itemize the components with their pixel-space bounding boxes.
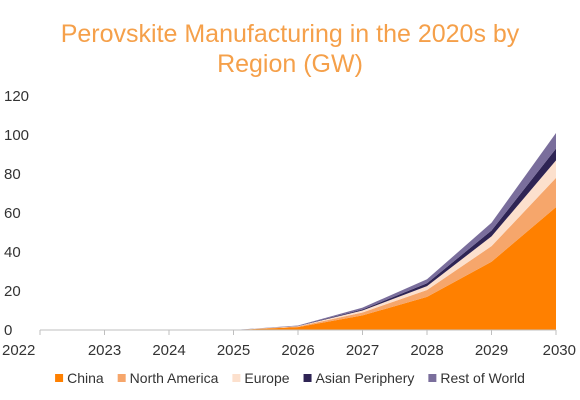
legend-label: North America — [130, 370, 219, 386]
y-tick-label: 100 — [4, 127, 29, 144]
legend-swatch — [428, 374, 437, 382]
x-tick-label: 2030 — [543, 342, 576, 359]
y-tick-label: 120 — [4, 88, 29, 105]
legend-item-north-america: North America — [117, 370, 219, 386]
area-series-rest-of-world — [40, 133, 556, 330]
legend-label: Asian Periphery — [316, 370, 415, 386]
legend-label: China — [67, 370, 104, 386]
legend-label: Europe — [244, 370, 289, 386]
x-tick-label: 2026 — [281, 342, 314, 359]
area-series-asian-periphery — [40, 148, 556, 330]
legend-label: Rest of World — [440, 370, 525, 386]
y-tick-label: 0 — [4, 322, 12, 339]
legend-item-china: China — [55, 370, 104, 386]
x-tick-label: 2029 — [475, 342, 508, 359]
y-axis-ticks: 0 20 40 60 80 100 120 — [4, 88, 29, 339]
legend-item-europe: Europe — [232, 370, 290, 386]
legend-swatch — [232, 374, 241, 382]
x-tick-label: 2028 — [410, 342, 443, 359]
y-tick-label: 20 — [4, 283, 21, 300]
chart-title-line-2: Region (GW) — [217, 50, 363, 78]
x-tick-label: 2027 — [346, 342, 379, 359]
y-tick-label: 60 — [4, 205, 21, 222]
x-tick-label: 2023 — [88, 342, 121, 359]
y-tick-label: 80 — [4, 166, 21, 183]
area-series-china — [40, 207, 556, 330]
x-tick-label: 2024 — [152, 342, 185, 359]
legend: China North America Europe Asian Periphery R… — [55, 370, 525, 386]
x-tick-label: 2022 — [2, 342, 35, 359]
legend-swatch — [303, 374, 312, 382]
x-tick-label: 2025 — [217, 342, 250, 359]
chart-title: Perovskite Manufacturing in the 2020s by… — [61, 20, 520, 78]
y-tick-label: 40 — [4, 244, 21, 261]
area-series-north-america — [40, 177, 556, 330]
area-series-europe — [40, 160, 556, 330]
legend-item-rest-of-world: Rest of World — [428, 370, 525, 386]
chart-title-line-1: Perovskite Manufacturing in the 2020s by — [61, 20, 520, 48]
legend-item-asian-periphery: Asian Periphery — [303, 370, 415, 386]
legend-swatch — [117, 374, 126, 382]
legend-swatch — [55, 374, 64, 382]
x-axis-ticks: 2022 2023 2024 2025 2026 2027 2028 2029 2030 — [2, 330, 576, 359]
area-series-group — [40, 133, 556, 330]
